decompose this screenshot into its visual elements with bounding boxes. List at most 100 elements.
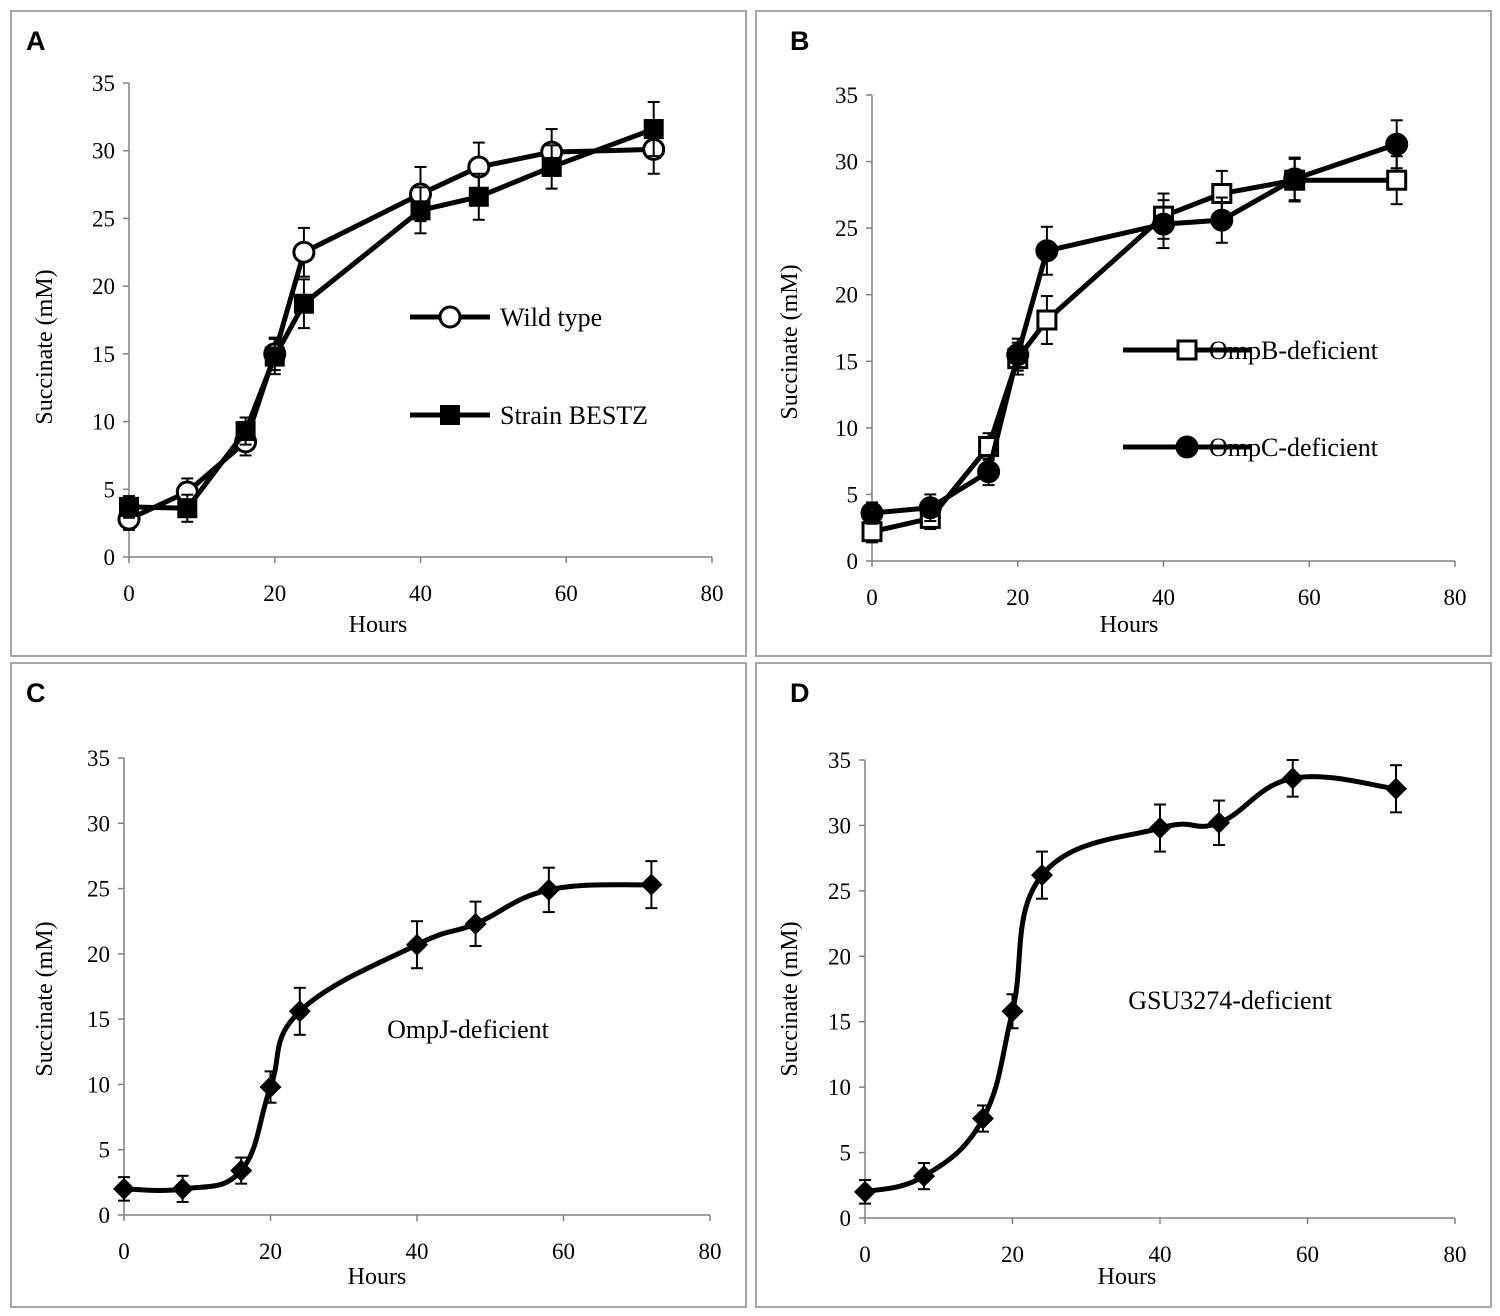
y-tick-label: 25 xyxy=(828,879,851,904)
data-point xyxy=(1386,169,1408,191)
data-point xyxy=(468,186,489,207)
data-point xyxy=(1036,309,1058,331)
data-point xyxy=(113,1177,135,1200)
y-tick-label: 20 xyxy=(92,274,115,299)
y-tick-label: 35 xyxy=(828,748,851,773)
series-annotation: GSU3274-deficient xyxy=(1128,986,1332,1015)
panel-letter: A xyxy=(26,26,46,56)
data-point xyxy=(1281,767,1304,790)
chart-panel-b: B 0 5 10 15 20 25 30 35 0 20 40 60 80 Hours Succinate (… xyxy=(777,26,1467,638)
x-tick-label: 0 xyxy=(118,1239,130,1264)
data-point xyxy=(230,1159,253,1182)
data-point xyxy=(913,1165,935,1188)
chart-panel-c: C 0 5 10 15 20 25 30 35 0 20 40 60 80 Hours Succinate (… xyxy=(26,678,722,1290)
y-axis-label: Succinate (mM) xyxy=(777,921,803,1076)
y-tick-label: 15 xyxy=(87,1007,110,1032)
data-point xyxy=(977,460,1001,484)
series-strain-bestz xyxy=(119,100,664,523)
x-tick-label: 40 xyxy=(406,1239,429,1264)
legend-entry: OmpC-deficient xyxy=(1123,433,1379,462)
legend-marker xyxy=(1176,339,1198,361)
x-tick-label: 80 xyxy=(1444,1242,1467,1267)
y-tick-label: 30 xyxy=(92,139,115,164)
y-tick-label: 0 xyxy=(104,545,116,570)
y-tick-label: 25 xyxy=(87,877,110,902)
data-point xyxy=(119,496,139,517)
x-tick-label: 0 xyxy=(859,1242,871,1267)
data-point xyxy=(259,1076,282,1099)
y-tick-label: 5 xyxy=(847,482,859,507)
x-tick-label: 80 xyxy=(699,1239,722,1264)
data-point xyxy=(861,521,883,543)
data-point xyxy=(410,200,431,221)
y-tick-label: 0 xyxy=(840,1206,852,1231)
legend-label: OmpB-deficient xyxy=(1209,336,1379,365)
x-tick-label: 60 xyxy=(1298,585,1321,610)
y-tick-label: 0 xyxy=(99,1203,111,1228)
y-tick-label: 15 xyxy=(835,349,858,374)
data-point xyxy=(860,501,884,525)
y-tick-label: 20 xyxy=(87,942,110,967)
y-axis-label: Succinate (mM) xyxy=(32,269,58,424)
data-point xyxy=(235,421,256,442)
y-tick-label: 10 xyxy=(92,410,115,435)
data-point xyxy=(1035,239,1059,263)
data-point xyxy=(972,1107,994,1130)
y-tick-label: 5 xyxy=(840,1141,852,1166)
data-point xyxy=(171,1177,194,1200)
data-point xyxy=(292,240,316,264)
y-tick-label: 0 xyxy=(847,549,859,574)
x-axis-label: Hours xyxy=(1098,1264,1157,1290)
y-tick-label: 20 xyxy=(835,283,858,308)
data-point xyxy=(1031,864,1053,887)
x-tick-label: 40 xyxy=(409,581,432,606)
data-point xyxy=(1001,1000,1024,1023)
x-tick-label: 40 xyxy=(1149,1242,1172,1267)
data-point xyxy=(640,873,663,896)
y-tick-label: 30 xyxy=(828,813,851,838)
x-tick-label: 80 xyxy=(701,581,724,606)
y-tick-label: 35 xyxy=(92,71,115,96)
data-point xyxy=(918,496,942,520)
data-point xyxy=(1006,343,1030,367)
series-line xyxy=(127,146,654,522)
data-point xyxy=(177,498,198,519)
legend-entry: Wild type xyxy=(410,303,602,332)
series-line xyxy=(864,774,1397,1195)
legend-entry: Strain BESTZ xyxy=(410,401,648,430)
data-point xyxy=(1208,811,1230,834)
x-tick-label: 20 xyxy=(1001,1242,1024,1267)
legend-label: Strain BESTZ xyxy=(500,401,648,430)
chart-panel-a: A 0 5 10 15 20 25 30 35 0 20 40 60 80 Hours Succinate (… xyxy=(26,26,724,638)
y-axis-label: Succinate (mM) xyxy=(32,921,58,1076)
y-tick-label: 15 xyxy=(92,342,115,367)
y-tick-label: 25 xyxy=(835,216,858,241)
panel-letter: C xyxy=(26,678,46,708)
data-point xyxy=(854,1180,876,1203)
y-axis-label: Succinate (mM) xyxy=(777,264,803,419)
x-tick-label: 60 xyxy=(555,581,578,606)
x-axis-label: Hours xyxy=(348,1264,407,1290)
data-point xyxy=(1210,208,1234,232)
x-axis-label: Hours xyxy=(1100,612,1159,638)
data-point xyxy=(1385,777,1407,800)
data-point xyxy=(288,1000,311,1023)
y-tick-label: 30 xyxy=(87,811,110,836)
data-point xyxy=(293,293,314,314)
data-point xyxy=(643,119,664,140)
series-ompc-deficient xyxy=(860,119,1409,525)
x-tick-label: 60 xyxy=(552,1239,575,1264)
y-tick-label: 35 xyxy=(835,83,858,108)
data-point xyxy=(1149,817,1171,840)
data-point xyxy=(1152,212,1175,236)
x-tick-label: 80 xyxy=(1444,585,1467,610)
y-tick-label: 10 xyxy=(87,1072,110,1097)
panel-a: A 0 5 10 15 20 25 30 35 0 20 40 60 80 Hours Succinate (… xyxy=(10,10,747,657)
data-point xyxy=(537,878,560,901)
data-point xyxy=(1385,132,1409,156)
data-point xyxy=(464,912,487,935)
y-tick-label: 10 xyxy=(835,416,858,441)
legend-marker xyxy=(1175,435,1199,459)
panel-d: D 0 5 10 15 20 25 30 35 0 20 40 60 80 Hours Succinate (… xyxy=(755,662,1492,1308)
legend-marker xyxy=(438,305,462,329)
